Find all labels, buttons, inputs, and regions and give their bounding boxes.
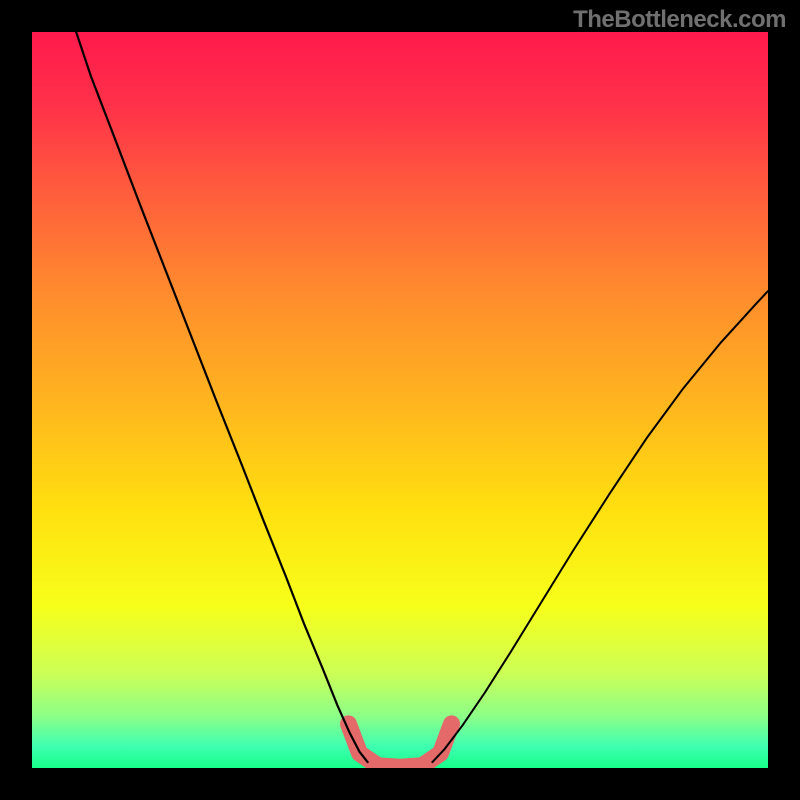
gradient-background <box>32 32 768 768</box>
watermark-text: TheBottleneck.com <box>573 6 786 34</box>
plot-area <box>32 32 768 768</box>
chart-frame: TheBottleneck.com <box>0 0 800 800</box>
v-curve-chart <box>32 32 768 768</box>
